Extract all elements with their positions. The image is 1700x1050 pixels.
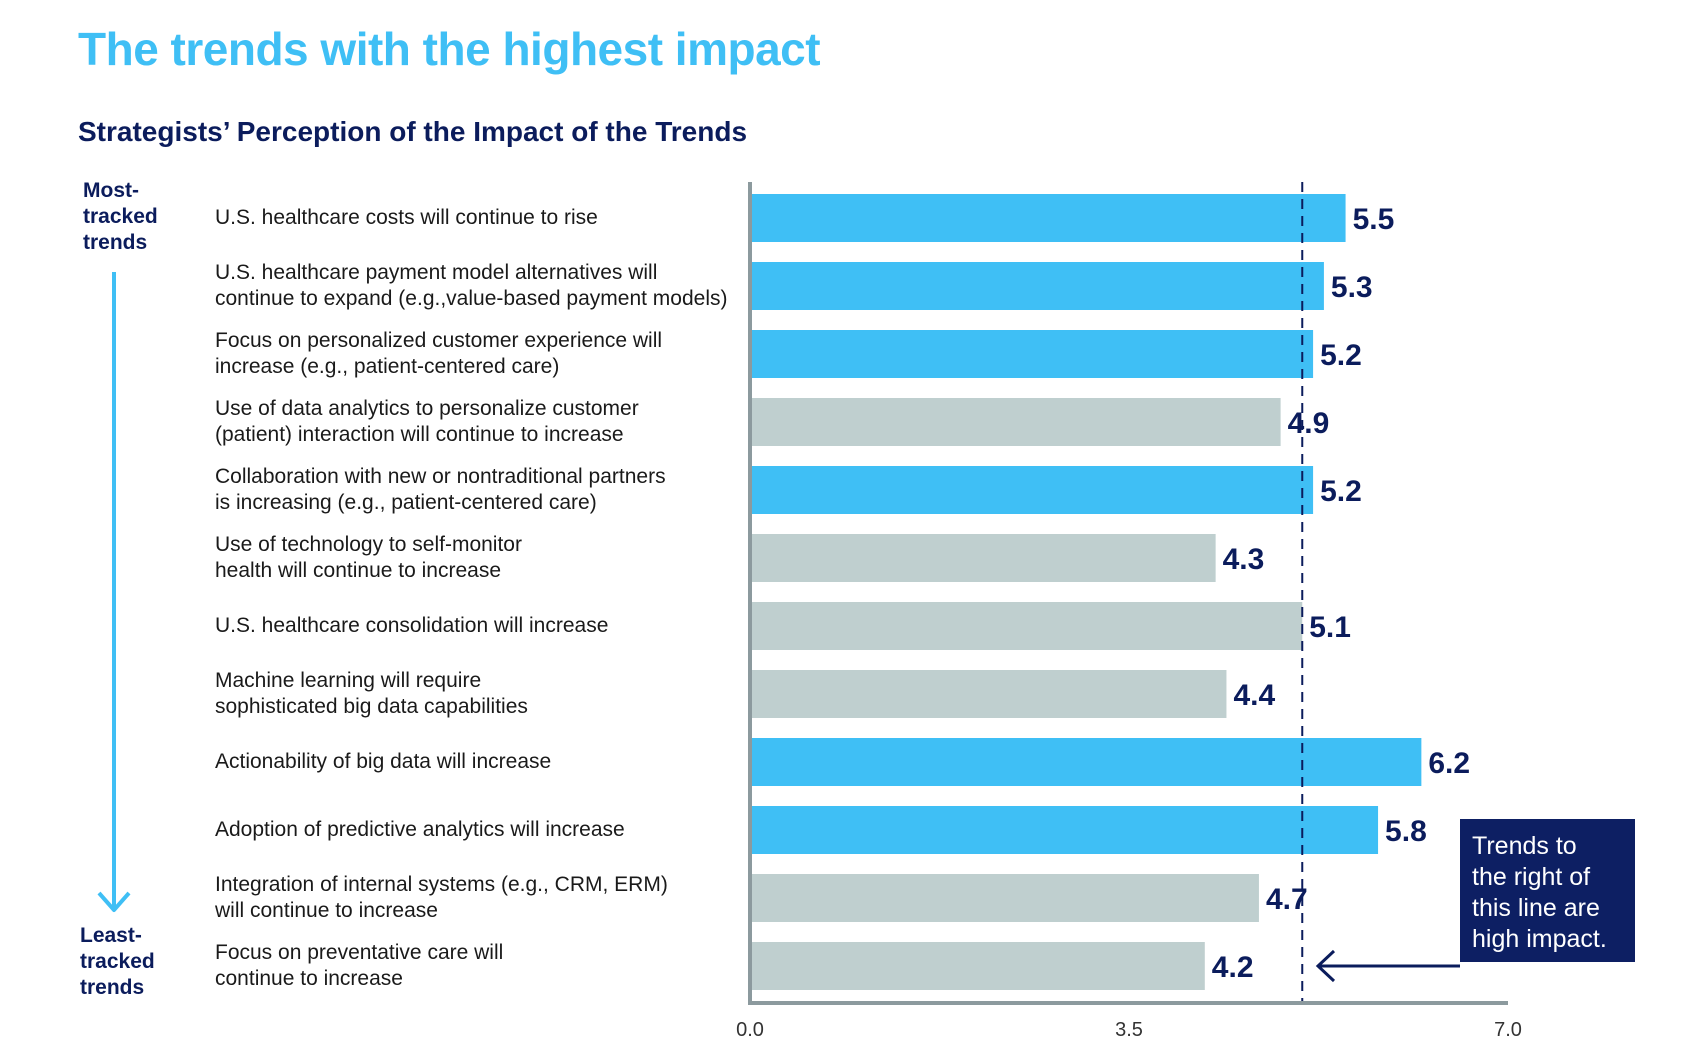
value-label: 4.9 (1288, 407, 1330, 440)
arrow-down-icon (97, 891, 131, 912)
bar (750, 942, 1205, 990)
least-tracked-label: Least- tracked trends (80, 924, 155, 999)
bar (750, 738, 1422, 786)
value-label: 5.2 (1320, 475, 1362, 508)
chart-subtitle: Strategists’ Perception of the Impact of… (78, 116, 748, 147)
x-tick-label: 3.5 (1115, 1019, 1143, 1041)
value-label: 4.7 (1266, 883, 1308, 916)
trend-label: Focus on personalized customer experienc… (215, 329, 663, 378)
trend-label: Integration of internal systems (e.g., C… (215, 873, 668, 922)
value-label: 6.2 (1428, 747, 1470, 780)
threshold-callout: Trends to the right of this line are hig… (1460, 819, 1635, 962)
trend-label: Machine learning will require sophistica… (215, 669, 528, 718)
value-label: 5.8 (1385, 815, 1427, 848)
trend-label: Use of data analytics to personalize cus… (215, 397, 639, 446)
value-label: 4.2 (1212, 951, 1254, 984)
trend-label: U.S. healthcare costs will continue to r… (215, 206, 598, 229)
trend-label: U.S. healthcare consolidation will incre… (215, 614, 609, 637)
bar (750, 262, 1324, 310)
bar (750, 330, 1314, 378)
trend-label: Use of technology to self-monitor health… (215, 533, 522, 582)
value-label: 5.1 (1309, 611, 1351, 644)
bar (750, 398, 1281, 446)
x-tick-label: 7.0 (1494, 1019, 1522, 1041)
bar (750, 534, 1216, 582)
x-tick-label: 0.0 (736, 1019, 764, 1041)
trend-label: Collaboration with new or nontraditional… (215, 465, 666, 514)
trend-label: Adoption of predictive analytics will in… (215, 818, 625, 841)
bar (750, 874, 1259, 922)
value-label: 4.3 (1223, 543, 1265, 576)
value-label: 5.5 (1353, 203, 1395, 236)
bar (750, 466, 1314, 514)
arrow-left-icon (1315, 949, 1336, 983)
page-title: The trends with the highest impact (78, 23, 821, 75)
value-label: 5.3 (1331, 271, 1373, 304)
trend-label: U.S. healthcare payment model alternativ… (215, 261, 728, 310)
value-label: 5.2 (1320, 339, 1362, 372)
bar (750, 670, 1227, 718)
most-tracked-label: Most- tracked trends (83, 179, 158, 254)
bar (750, 602, 1303, 650)
trend-label: Focus on preventative care will continue… (215, 941, 504, 990)
bar (750, 194, 1346, 242)
bar (750, 806, 1379, 854)
trend-label: Actionability of big data will increase (215, 750, 552, 773)
value-label: 4.4 (1233, 679, 1275, 712)
